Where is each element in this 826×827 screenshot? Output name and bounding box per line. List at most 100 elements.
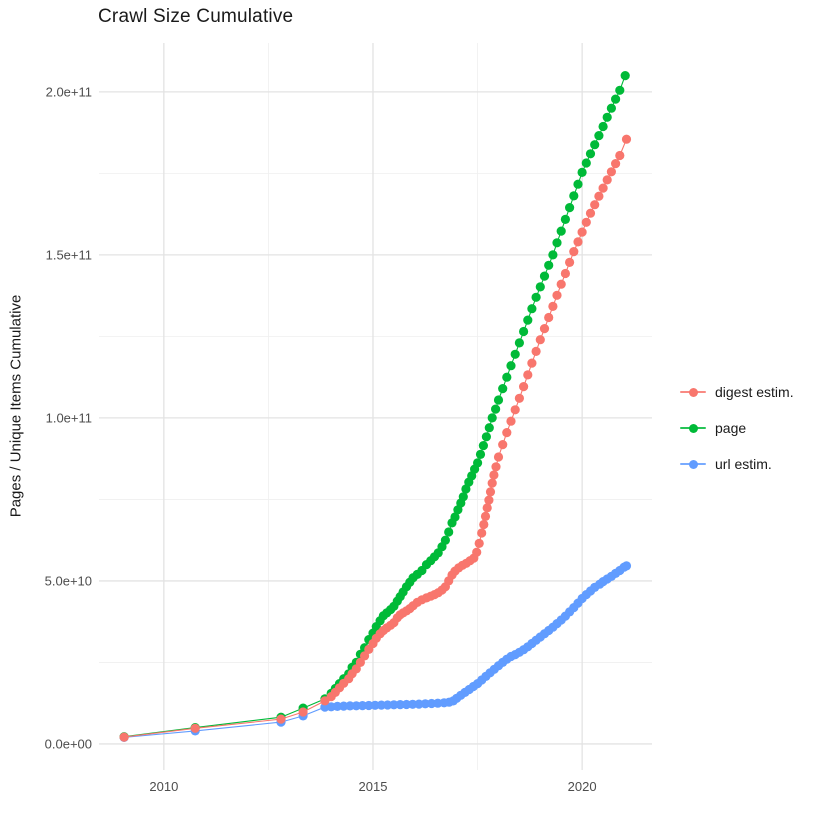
data-point (556, 226, 566, 236)
y-tick-label: 2.0e+11 (46, 84, 92, 99)
data-point (602, 112, 612, 122)
data-point (485, 487, 496, 497)
data-point (539, 271, 550, 281)
data-point (514, 338, 525, 348)
data-point (472, 547, 482, 557)
data-point (598, 121, 608, 132)
data-point (556, 279, 566, 289)
data-point (573, 237, 583, 247)
data-point (552, 290, 562, 300)
data-point (498, 440, 508, 450)
data-point (477, 528, 487, 538)
legend-key-icon (680, 386, 706, 398)
data-point (444, 527, 454, 537)
chart-title: Crawl Size Cumulative (98, 6, 294, 27)
data-point (620, 71, 630, 81)
data-point (611, 94, 621, 104)
data-point (560, 214, 571, 224)
data-point (573, 179, 583, 189)
data-point (487, 413, 497, 423)
data-point (276, 714, 286, 724)
data-point (602, 175, 612, 185)
data-point (493, 452, 504, 462)
data-point (458, 492, 468, 502)
data-point (474, 538, 484, 549)
data-point (577, 167, 587, 177)
data-point (491, 404, 501, 414)
legend-item-url-estim: url estim. (680, 446, 794, 482)
data-point (473, 458, 483, 468)
data-point (355, 657, 365, 668)
data-point (539, 324, 550, 334)
data-point (535, 282, 545, 292)
data-point (535, 335, 545, 345)
data-point (519, 326, 529, 337)
data-point (479, 519, 489, 530)
legend-item-digest-estim: digest estim. (680, 374, 794, 410)
data-point (531, 346, 541, 356)
data-point (502, 428, 512, 438)
legend-label: digest estim. (715, 384, 794, 400)
data-point (489, 470, 499, 480)
data-point (190, 723, 200, 733)
legend-point-icon (688, 387, 698, 397)
x-tick-label: 2015 (359, 779, 388, 794)
x-axis-tick-labels: 2010 2015 2020 (149, 779, 596, 794)
data-point (606, 103, 617, 113)
data-point (544, 312, 554, 323)
y-tick-label: 0.0e+00 (45, 736, 92, 751)
y-tick-label: 1.5e+11 (46, 247, 92, 262)
data-point (440, 535, 450, 545)
data-point (552, 238, 562, 248)
data-point (502, 372, 512, 382)
data-point (544, 260, 554, 270)
data-point (527, 358, 537, 368)
data-point (527, 304, 537, 314)
data-point (615, 150, 625, 161)
data-point (598, 183, 608, 193)
data-point (519, 382, 529, 392)
data-point (461, 484, 471, 494)
legend-point-icon (688, 423, 698, 433)
data-point (510, 349, 520, 359)
data-point (590, 200, 600, 210)
y-axis-title: Pages / Unique Items Cumulative (7, 294, 25, 518)
data-point (590, 140, 600, 150)
data-point (491, 462, 501, 472)
data-point (606, 167, 617, 177)
data-point (569, 247, 579, 257)
data-point (531, 292, 541, 302)
data-point (560, 268, 571, 279)
data-point (523, 315, 533, 325)
y-tick-label: 1.0e+11 (46, 410, 92, 425)
x-tick-label: 2020 (568, 779, 597, 794)
data-point (481, 432, 491, 442)
data-point (478, 441, 488, 451)
legend-label: url estim. (715, 456, 772, 472)
data-point (611, 159, 621, 169)
data-point (585, 149, 596, 159)
data-point (621, 134, 632, 144)
data-point (523, 370, 533, 380)
data-point (594, 191, 604, 201)
data-point (298, 707, 308, 717)
data-point (594, 131, 604, 141)
series-digest-estim (119, 134, 632, 742)
data-point (565, 203, 575, 213)
legend-key-icon (680, 458, 706, 470)
data-point (581, 217, 591, 227)
legend-label: page (715, 420, 747, 436)
gridlines-minor (99, 43, 652, 770)
data-point (506, 361, 516, 371)
y-tick-label: 5.0e+10 (45, 573, 92, 588)
legend-point-icon (688, 459, 698, 469)
data-point (493, 395, 504, 405)
data-point (484, 423, 494, 433)
data-point (565, 257, 575, 267)
data-point (510, 405, 520, 415)
data-point (581, 158, 591, 168)
chart-legend: digest estim. page url estim. (680, 374, 794, 482)
y-axis-tick-labels: 0.0e+00 5.0e+10 1.0e+11 1.5e+11 2.0e+11 (45, 84, 92, 751)
